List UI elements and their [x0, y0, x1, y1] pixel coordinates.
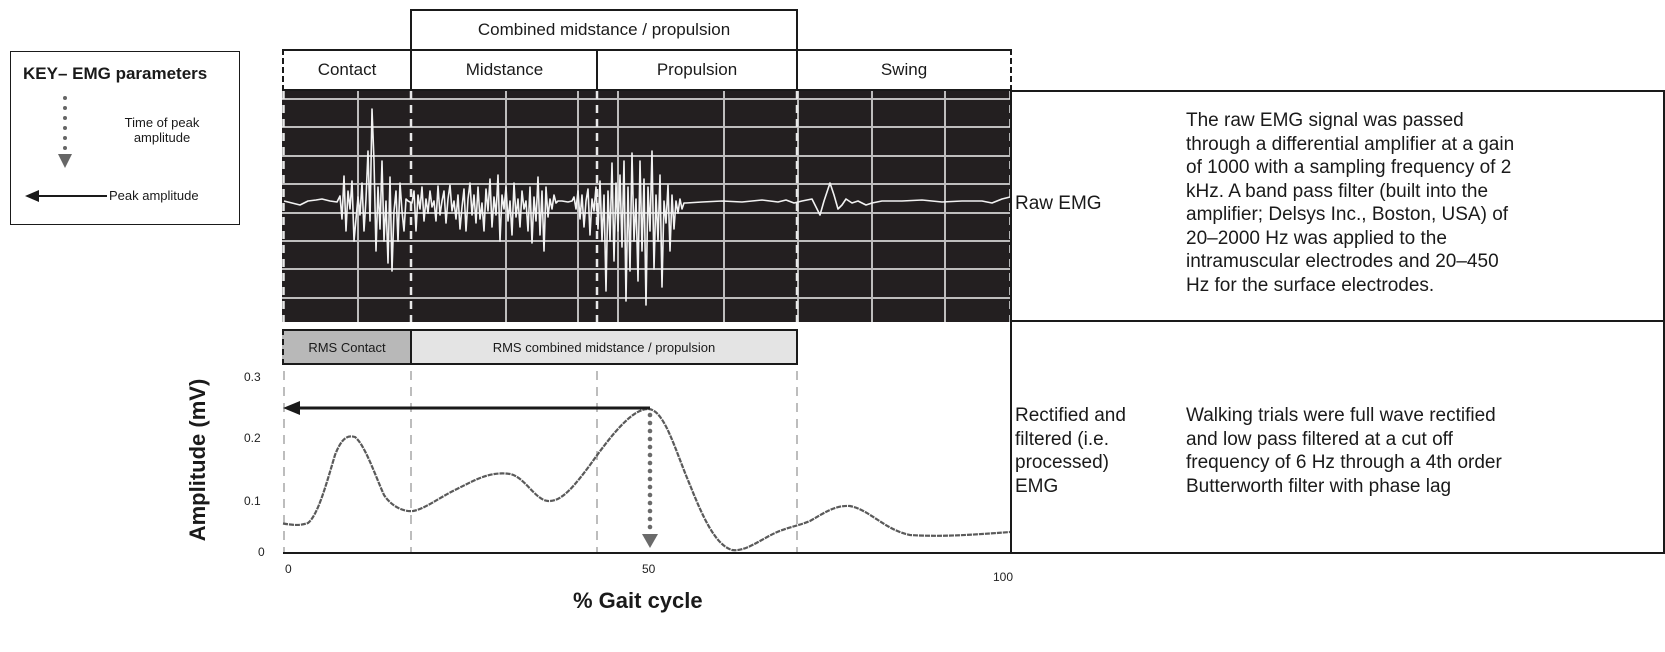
processed-emg-description: Walking trials were full wave rectified … [1186, 405, 1502, 497]
phase-midstance: Midstance [465, 60, 544, 79]
raw-emg-trace [283, 108, 1011, 306]
time-of-peak-arrow [642, 412, 658, 548]
processed-emg-chart [282, 371, 1011, 554]
y-axis-title: Amplitude (mV) [185, 378, 210, 542]
divider [796, 49, 798, 91]
phase-header-row [282, 49, 1012, 91]
x-axis-title: % Gait cycle [573, 588, 703, 613]
table-row-divider [1010, 320, 1665, 322]
combined-phase-header: Combined midstance / propulsion [410, 9, 798, 51]
rms-contact-bar: RMS Contact [282, 329, 412, 365]
processed-emg-row-label: Rectified and filtered (i.e. processed) … [1015, 405, 1126, 497]
raw-emg-row-label: Raw EMG [1015, 193, 1102, 214]
combined-phase-label: Combined midstance / propulsion [477, 20, 731, 39]
divider [596, 49, 598, 91]
key-peak-amplitude-label: Peak amplitude [109, 188, 199, 203]
dotted-down-arrow-icon [58, 96, 72, 168]
y-tick-0: 0 [258, 545, 265, 559]
y-tick-0.2: 0.2 [244, 431, 261, 445]
y-tick-0.1: 0.1 [244, 494, 261, 508]
key-legend: KEY– EMG parameters Time of peak amplitu… [10, 51, 240, 225]
x-tick-0: 0 [285, 562, 292, 576]
peak-amplitude-arrow [283, 401, 650, 415]
phase-contact: Contact [317, 60, 377, 79]
rms-combined-bar: RMS combined midstance / propulsion [410, 329, 798, 365]
raw-emg-panel [282, 91, 1012, 322]
y-tick-0.3: 0.3 [244, 370, 261, 384]
phase-propulsion: Propulsion [656, 60, 738, 79]
description-table [1010, 90, 1665, 554]
key-time-of-peak-label: Time of peak amplitude [124, 115, 200, 145]
left-arrow-icon [25, 190, 107, 202]
x-tick-100: 100 [993, 570, 1014, 584]
divider [410, 49, 412, 91]
x-tick-50: 50 [642, 562, 656, 576]
raw-emg-description: The raw EMG signal was passed through a … [1186, 110, 1515, 296]
phase-swing: Swing [880, 60, 928, 79]
key-title: KEY– EMG parameters [23, 64, 208, 83]
phase-boundary-lines [283, 371, 798, 553]
processed-emg-curve [282, 407, 1011, 552]
